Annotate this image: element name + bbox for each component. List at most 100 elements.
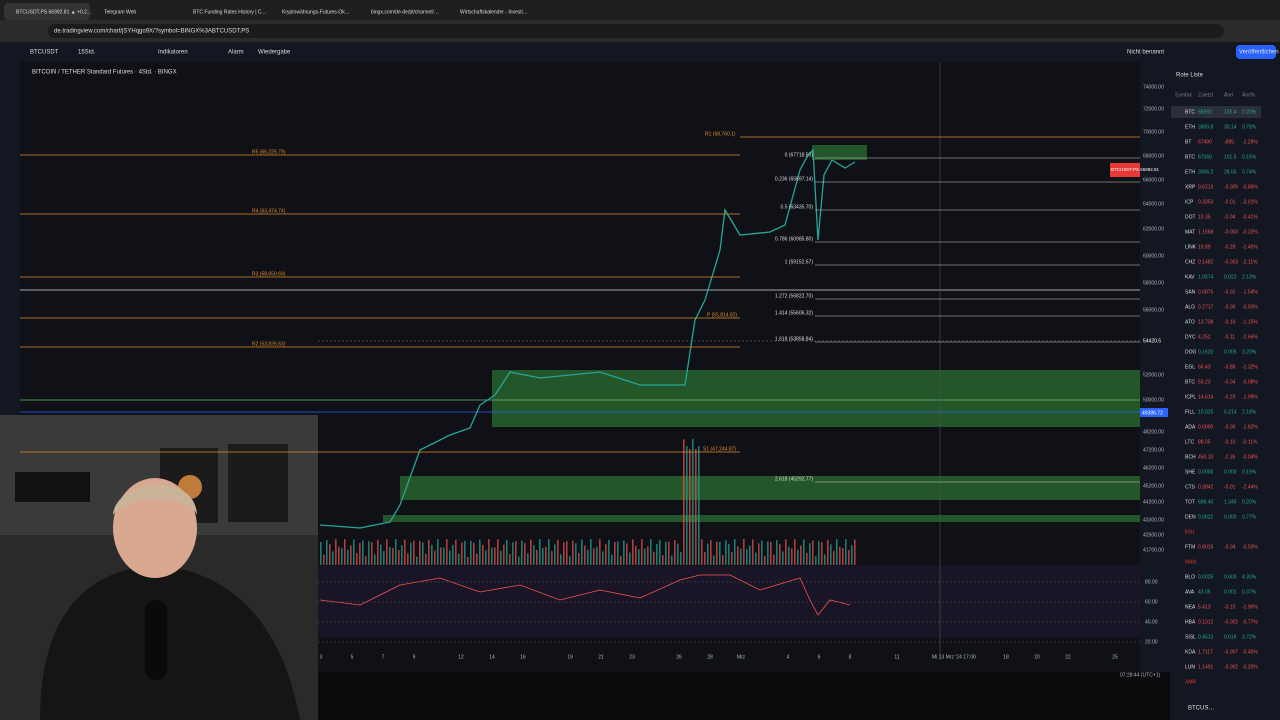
symbol[interactable]: XRP <box>1185 184 1196 190</box>
cell: -0.005 <box>1224 184 1238 190</box>
symbol[interactable]: BT <box>1185 139 1191 145</box>
cell: -1.15% <box>1242 319 1258 325</box>
fib-label: 0.236 (65697.14) <box>775 176 813 182</box>
zone <box>400 476 1140 500</box>
address-bar[interactable] <box>48 24 1224 38</box>
cell: -1.54% <box>1242 289 1258 295</box>
cell: -0.93% <box>1242 304 1258 310</box>
symbol[interactable]: SAN <box>1185 289 1196 295</box>
symbol[interactable]: ICP <box>1185 199 1194 205</box>
symbol[interactable]: ADA <box>1185 424 1196 430</box>
cell: 2.18% <box>1242 409 1257 415</box>
toolbar-item[interactable]: Nicht benannt <box>1127 50 1164 56</box>
volume-bar <box>431 544 433 565</box>
cell: 0.74% <box>1242 169 1257 175</box>
symbol[interactable]: BTC <box>1185 379 1195 385</box>
symbol[interactable]: HBA <box>1185 619 1196 625</box>
symbol[interactable]: MAN <box>1185 559 1197 565</box>
symbol[interactable]: ICPL <box>1185 394 1196 400</box>
symbol[interactable]: DOT <box>1185 214 1196 220</box>
browser-tab[interactable] <box>181 3 267 20</box>
volume-bar <box>638 549 640 565</box>
toolbar-item[interactable]: Alarm <box>228 50 244 56</box>
symbol[interactable]: MAT <box>1185 229 1195 235</box>
volume-bar <box>509 554 511 565</box>
symbol[interactable]: DYC <box>1185 334 1196 340</box>
publish-button[interactable] <box>1236 45 1276 59</box>
volume-bar <box>725 540 727 565</box>
symbol[interactable]: SISL <box>1185 634 1196 640</box>
symbol[interactable]: DEN <box>1185 514 1196 520</box>
symbol[interactable]: TOT <box>1185 499 1195 505</box>
browser-tab[interactable] <box>92 3 178 20</box>
volume-bar <box>755 552 757 565</box>
symbol[interactable]: ALG <box>1185 304 1195 310</box>
symbol[interactable]: KDA <box>1185 649 1196 655</box>
symbol[interactable]: BLO <box>1185 574 1195 580</box>
lamp <box>15 472 90 502</box>
symbol[interactable]: FTM <box>1185 544 1195 550</box>
symbol[interactable]: EGL <box>1185 364 1195 370</box>
volume-bar <box>608 540 610 565</box>
symbol[interactable]: SHE <box>1185 469 1196 475</box>
zones <box>383 145 1140 522</box>
symbol[interactable]: LUN <box>1185 664 1195 670</box>
volume-bar <box>614 541 616 565</box>
pivot-label: R3 (58,650.69) <box>252 271 286 277</box>
symbol[interactable]: CTS <box>1185 484 1196 490</box>
volume-bar <box>680 552 682 565</box>
symbol[interactable]: BTC <box>1185 154 1195 160</box>
volume-bar <box>836 539 838 565</box>
cell: 0.19% <box>1242 469 1257 475</box>
symbol[interactable]: NEA <box>1185 604 1196 610</box>
symbol[interactable]: XMR <box>1185 679 1197 685</box>
browser-tab[interactable] <box>270 3 356 20</box>
volume-bar <box>491 547 493 565</box>
toolbar-item[interactable]: BTCUSDT <box>30 50 59 56</box>
column-header: Änd <box>1224 91 1233 98</box>
symbol[interactable]: BCH <box>1185 454 1196 460</box>
symbol[interactable]: AVA <box>1185 589 1195 595</box>
symbol[interactable]: LINK <box>1185 244 1197 250</box>
cell: 1.1568 <box>1198 229 1214 235</box>
toolbar-item[interactable]: Veröffentlichen <box>1239 50 1279 56</box>
volume-bar <box>668 541 670 565</box>
zone <box>492 370 1140 427</box>
volume-bar <box>461 542 463 565</box>
volume-bar <box>791 548 793 565</box>
symbol[interactable]: BTC <box>1185 109 1195 115</box>
cell: -885 <box>1224 139 1234 145</box>
symbol[interactable]: ATO <box>1185 319 1195 325</box>
toolbar-item[interactable]: Indikatoren <box>158 50 188 56</box>
time-axis-label: 25 <box>1112 654 1118 660</box>
cell: -2.35 <box>1224 454 1236 460</box>
symbol[interactable]: ENJ <box>1185 529 1195 535</box>
time-axis-label: Mrz <box>737 654 746 660</box>
symbol[interactable]: DOG <box>1185 349 1197 355</box>
volume-bar <box>359 543 361 565</box>
symbol[interactable]: LTC <box>1185 439 1194 445</box>
volume-bar <box>800 545 802 565</box>
symbol[interactable]: ETH <box>1185 169 1195 175</box>
cell: -0.11 <box>1224 334 1235 340</box>
volume-bar <box>746 549 748 565</box>
cell: 0.8015 <box>1198 544 1214 550</box>
symbol[interactable]: CHZ <box>1185 259 1195 265</box>
browser-tab[interactable] <box>448 3 534 20</box>
toolbar-item[interactable]: Wiedergabe <box>258 50 291 56</box>
symbol[interactable]: FILL <box>1185 409 1195 415</box>
cell: 66.43 <box>1198 364 1211 370</box>
volume-bar <box>824 554 826 565</box>
symbol[interactable]: ETH <box>1185 124 1195 130</box>
volume-bar <box>524 542 526 565</box>
volume-bar <box>590 539 592 565</box>
browser-tab[interactable] <box>359 3 445 20</box>
watchlist-panel <box>1170 62 1262 720</box>
browser-tab[interactable] <box>4 3 90 20</box>
volume-bar <box>407 553 409 565</box>
toolbar-item[interactable]: 15Std. <box>78 50 96 56</box>
cell: -0.20% <box>1242 664 1258 670</box>
symbol[interactable]: KAV <box>1185 274 1195 280</box>
volume-bar <box>635 545 637 565</box>
tab-title: BTC Funding Rates History | C… <box>193 9 267 15</box>
